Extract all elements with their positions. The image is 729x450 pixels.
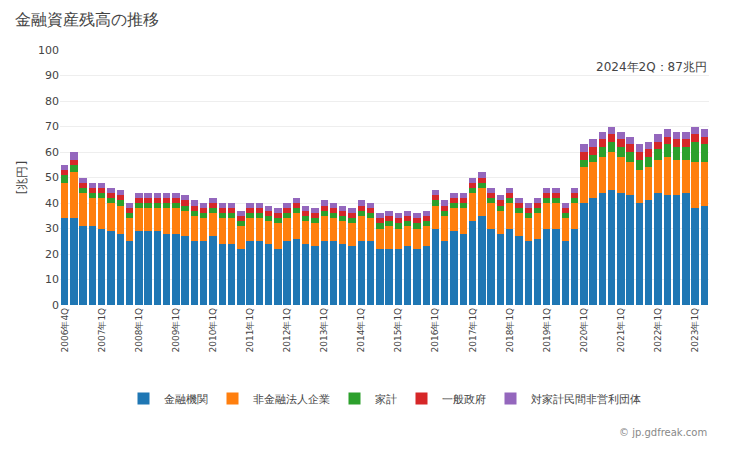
svg-text:30: 30 bbox=[45, 222, 59, 235]
svg-text:2023年1Q: 2023年1Q bbox=[690, 308, 700, 353]
svg-text:20: 20 bbox=[45, 248, 59, 261]
svg-text:2012年1Q: 2012年1Q bbox=[282, 308, 292, 353]
svg-text:© jp.gdfreak.com: © jp.gdfreak.com bbox=[619, 427, 707, 438]
svg-text:70: 70 bbox=[45, 120, 59, 133]
svg-text:10: 10 bbox=[45, 273, 59, 286]
svg-text:2020年1Q: 2020年1Q bbox=[579, 308, 589, 353]
svg-text:50: 50 bbox=[45, 171, 59, 184]
svg-text:2024年2Q：87兆円: 2024年2Q：87兆円 bbox=[596, 60, 707, 74]
svg-text:2018年1Q: 2018年1Q bbox=[505, 308, 515, 353]
svg-text:一般政府: 一般政府 bbox=[442, 393, 486, 406]
svg-text:2015年1Q: 2015年1Q bbox=[393, 308, 403, 353]
svg-text:[兆円]: [兆円] bbox=[15, 161, 29, 194]
svg-text:金融機関: 金融機関 bbox=[164, 393, 208, 406]
svg-text:2006年4Q: 2006年4Q bbox=[60, 308, 70, 353]
svg-text:家計: 家計 bbox=[375, 393, 397, 406]
svg-text:2021年1Q: 2021年1Q bbox=[616, 308, 626, 353]
svg-text:80: 80 bbox=[45, 95, 59, 108]
svg-text:2010年1Q: 2010年1Q bbox=[208, 308, 218, 353]
svg-text:2016年1Q: 2016年1Q bbox=[430, 308, 440, 353]
svg-text:非金融法人企業: 非金融法人企業 bbox=[253, 393, 330, 406]
svg-text:2007年1Q: 2007年1Q bbox=[97, 308, 107, 353]
svg-text:2017年1Q: 2017年1Q bbox=[468, 308, 478, 353]
svg-text:100: 100 bbox=[38, 44, 59, 57]
svg-text:金融資産残高の推移: 金融資産残高の推移 bbox=[15, 10, 159, 29]
svg-text:2022年1Q: 2022年1Q bbox=[653, 308, 663, 353]
svg-text:2008年1Q: 2008年1Q bbox=[134, 308, 144, 353]
svg-text:40: 40 bbox=[45, 197, 59, 210]
svg-text:2011年1Q: 2011年1Q bbox=[245, 308, 255, 353]
svg-text:2009年1Q: 2009年1Q bbox=[171, 308, 181, 353]
svg-text:60: 60 bbox=[45, 146, 59, 159]
svg-text:2014年1Q: 2014年1Q bbox=[356, 308, 366, 353]
svg-text:2019年1Q: 2019年1Q bbox=[542, 308, 552, 353]
svg-text:2013年1Q: 2013年1Q bbox=[319, 308, 329, 353]
svg-text:対家計民間非営利団体: 対家計民間非営利団体 bbox=[531, 393, 641, 406]
svg-text:0: 0 bbox=[52, 299, 59, 312]
svg-text:90: 90 bbox=[45, 69, 59, 82]
